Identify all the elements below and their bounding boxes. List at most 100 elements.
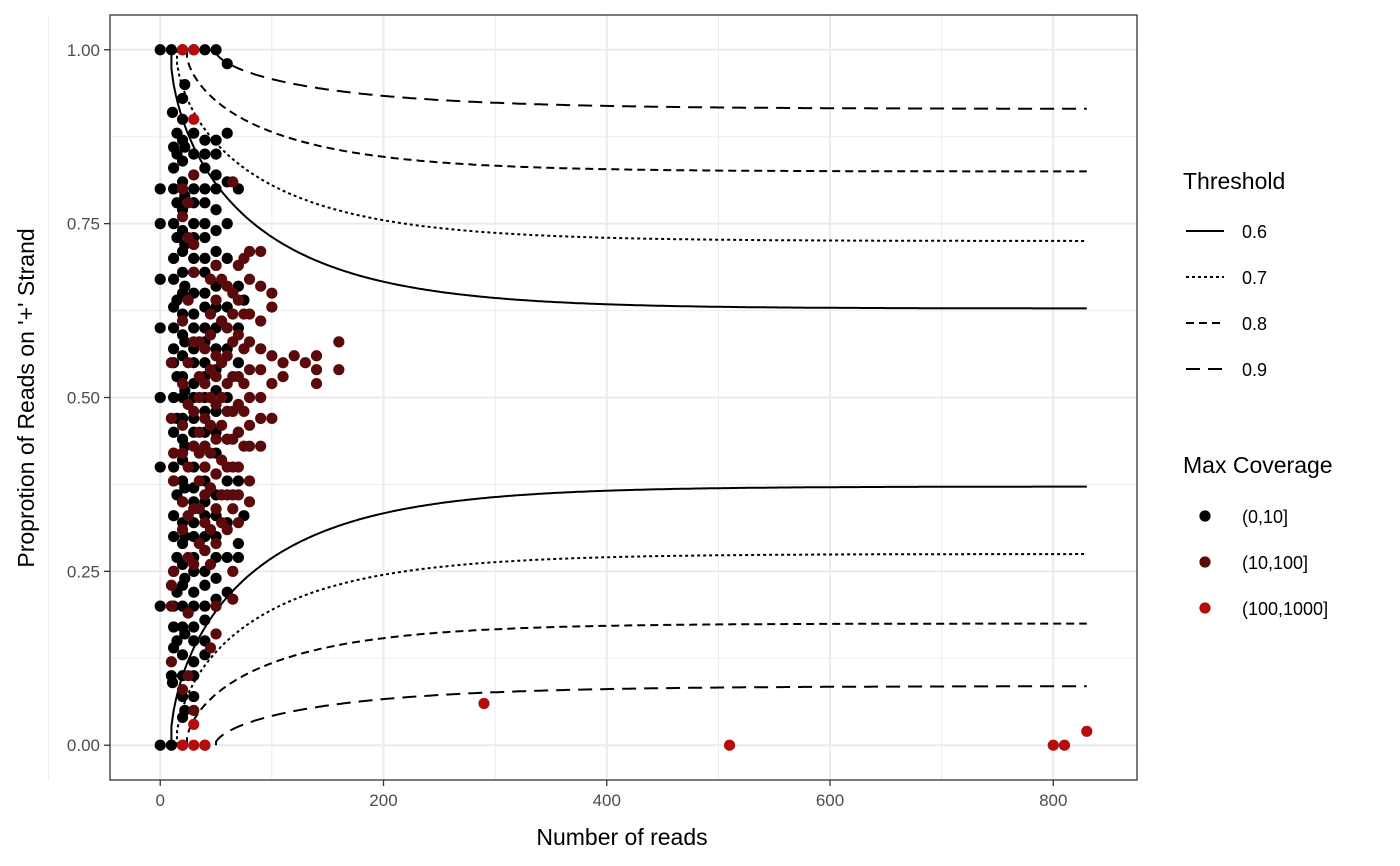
threshold-curve-upper-0.9 <box>215 49 1087 110</box>
data-point <box>176 419 189 431</box>
data-point <box>199 343 211 355</box>
data-point <box>210 503 222 515</box>
data-point <box>310 364 323 376</box>
data-point <box>188 113 200 125</box>
data-point <box>199 183 211 195</box>
data-point <box>216 419 228 431</box>
data-point <box>255 245 267 258</box>
data-point <box>199 461 211 473</box>
data-point <box>243 273 256 285</box>
data-point <box>188 44 200 56</box>
data-point <box>188 127 200 139</box>
data-point <box>154 461 166 473</box>
data-point <box>243 440 256 452</box>
y-tick-label: 0.75 <box>67 215 100 234</box>
data-point <box>210 204 222 216</box>
data-point <box>188 169 200 181</box>
data-point <box>243 308 256 320</box>
threshold-label: 0.6 <box>1242 222 1267 242</box>
data-point <box>210 259 222 271</box>
data-point <box>221 127 233 139</box>
data-point <box>210 134 222 146</box>
data-point <box>165 739 177 751</box>
data-point <box>154 218 166 230</box>
threshold-curve-upper-0.7 <box>176 49 1086 242</box>
x-tick-label: 200 <box>369 791 397 810</box>
legend: Threshold Max Coverage 0.6 0.7 0.8 0.9 (0,10… <box>1183 168 1333 619</box>
data-point <box>176 266 189 278</box>
data-point <box>179 141 191 153</box>
data-point <box>182 357 194 369</box>
data-point <box>154 183 166 195</box>
threshold-curve-upper-0.8 <box>186 49 1087 173</box>
data-point <box>210 245 222 258</box>
data-point <box>168 530 180 543</box>
data-point <box>255 364 267 376</box>
threshold-legend-title: Threshold <box>1183 168 1285 194</box>
data-point <box>188 586 200 598</box>
data-point <box>1058 739 1071 751</box>
data-point <box>333 336 345 348</box>
data-point <box>210 572 222 584</box>
data-point <box>199 134 211 146</box>
data-point <box>232 426 244 438</box>
data-point <box>188 148 200 160</box>
data-point <box>165 656 177 668</box>
data-point <box>176 315 189 327</box>
threshold-curve-upper-0.6 <box>170 49 1087 310</box>
data-point <box>165 357 177 369</box>
data-point <box>221 551 233 564</box>
data-point <box>176 447 189 459</box>
data-point <box>165 600 177 612</box>
data-point <box>243 364 256 376</box>
data-point <box>199 739 211 751</box>
data-point <box>188 218 200 230</box>
data-point <box>199 218 211 230</box>
data-point <box>168 621 180 633</box>
data-point <box>221 218 233 230</box>
data-point <box>188 704 200 717</box>
data-point <box>227 503 239 515</box>
data-point <box>168 273 180 285</box>
data-point <box>199 544 211 557</box>
y-tick-label: 0.25 <box>67 562 100 581</box>
data-point <box>221 58 233 70</box>
data-point <box>168 343 180 355</box>
y-tick-label: 0.00 <box>67 736 100 755</box>
data-point <box>176 155 189 167</box>
data-point <box>723 739 736 751</box>
data-point <box>176 211 189 223</box>
data-point <box>199 162 211 174</box>
data-point <box>227 565 239 577</box>
data-point <box>204 482 217 494</box>
data-point <box>266 301 278 313</box>
data-point <box>188 558 200 571</box>
data-point <box>188 308 200 320</box>
data-point <box>176 377 189 390</box>
data-point <box>204 524 217 536</box>
data-point <box>168 461 180 473</box>
data-point <box>176 739 189 751</box>
coverage-label: (10,100] <box>1242 553 1308 573</box>
data-point <box>243 475 256 487</box>
x-tick-label: 800 <box>1039 791 1067 810</box>
data-point <box>176 113 189 125</box>
data-point <box>204 558 217 571</box>
x-tick-label: 0 <box>155 791 164 810</box>
data-point <box>179 78 191 91</box>
data-point <box>168 475 180 487</box>
data-point <box>221 322 233 334</box>
data-point <box>1047 739 1059 751</box>
data-point <box>277 371 289 383</box>
data-point <box>232 551 244 564</box>
data-point <box>154 322 166 334</box>
data-point <box>243 391 256 404</box>
data-point <box>165 412 177 424</box>
data-point <box>210 294 222 306</box>
data-point <box>243 419 256 431</box>
data-point <box>243 496 256 508</box>
coverage-key <box>1199 510 1211 522</box>
data-point <box>232 537 244 550</box>
data-point <box>204 642 217 654</box>
